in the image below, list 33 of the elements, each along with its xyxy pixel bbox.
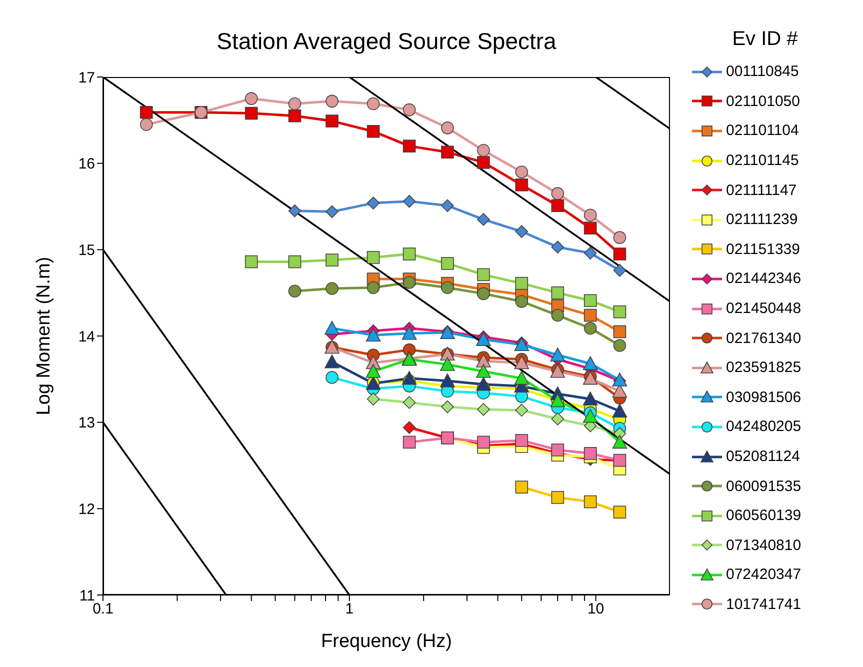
- legend-label: 021111147: [726, 182, 797, 199]
- legend-label: 021111239: [726, 211, 798, 228]
- legend-label: 001110845: [726, 63, 799, 80]
- y-tick-label: 13: [78, 414, 95, 432]
- legend-label: 042480205: [726, 418, 802, 436]
- x-tick-label: 10: [587, 600, 604, 618]
- y-tick-label: 11: [79, 587, 95, 604]
- legend-label: 071340810: [726, 536, 802, 554]
- legend-label: 021450448: [726, 300, 802, 318]
- legend-label: 023591825: [726, 359, 802, 376]
- legend-label: 060560139: [726, 507, 802, 524]
- legend-label: 060091535: [726, 478, 802, 495]
- x-tick-label: 1: [345, 600, 354, 618]
- x-axis-title: Frequency (Hz): [321, 631, 452, 652]
- y-axis-title: Log Moment (N.m): [34, 256, 55, 416]
- legend-label: 021151339: [726, 240, 800, 258]
- legend-label: 052081124: [726, 448, 800, 466]
- legend-label: 021101050: [726, 92, 800, 110]
- legend-label: 021101104: [726, 122, 799, 140]
- y-tick-label: 16: [78, 156, 95, 173]
- y-tick-label: 17: [78, 69, 95, 86]
- y-tick-label: 12: [78, 500, 95, 518]
- legend-label: 030981506: [726, 388, 802, 406]
- legend-label: 021761340: [726, 330, 802, 347]
- legend-label: 021442346: [726, 270, 802, 288]
- y-tick-label: 14: [78, 328, 95, 346]
- legend-label: 072420347: [726, 566, 802, 584]
- legend-label: 021101145: [726, 152, 799, 170]
- x-tick-label: 0.1: [92, 600, 114, 618]
- legend-title: Ev ID #: [731, 28, 799, 51]
- y-tick-label: 15: [78, 242, 95, 259]
- chart-title: Station Averaged Source Spectra: [216, 28, 558, 55]
- legend-label: 101741741: [726, 596, 802, 613]
